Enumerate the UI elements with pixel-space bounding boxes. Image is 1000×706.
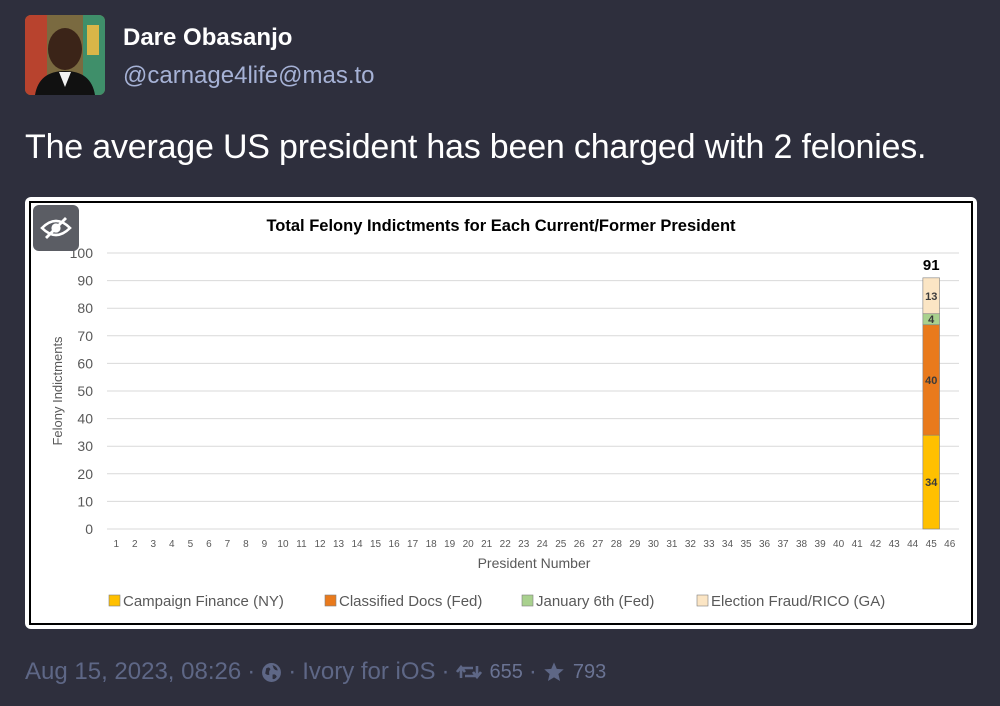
x-axis-title: President Number [478, 555, 591, 571]
x-tick-label: 24 [537, 539, 549, 550]
post-text: The average US president has been charge… [25, 128, 927, 166]
legend-label: January 6th (Fed) [536, 593, 654, 610]
x-tick-label: 6 [206, 539, 212, 550]
x-tick-label: 14 [351, 539, 363, 550]
x-tick-label: 10 [277, 539, 289, 550]
x-tick-label: 8 [243, 539, 249, 550]
bar-data-label: 34 [925, 477, 938, 489]
x-tick-label: 41 [852, 539, 864, 550]
x-tick-label: 35 [740, 539, 752, 550]
client-name[interactable]: Ivory for iOS [302, 658, 436, 685]
x-tick-label: 23 [518, 539, 530, 550]
x-tick-label: 40 [833, 539, 845, 550]
x-tick-label: 45 [926, 539, 938, 550]
eye-slash-icon [40, 217, 72, 239]
x-tick-label: 46 [944, 539, 956, 550]
chart-frame [29, 201, 973, 625]
x-tick-label: 12 [314, 539, 326, 550]
chart-title: Total Felony Indictments for Each Curren… [266, 217, 736, 235]
x-tick-label: 21 [481, 539, 493, 550]
x-tick-label: 30 [648, 539, 660, 550]
x-tick-label: 25 [555, 539, 567, 550]
post-date[interactable]: Aug 15, 2023, 08:26 [25, 658, 242, 685]
legend-swatch [696, 594, 709, 607]
legend-label: Election Fraud/RICO (GA) [711, 593, 885, 610]
x-tick-label: 39 [815, 539, 827, 550]
x-tick-label: 34 [722, 539, 734, 550]
x-tick-label: 5 [188, 539, 194, 550]
media-attachment[interactable]: Total Felony Indictments for Each Curren… [25, 197, 977, 629]
x-tick-label: 42 [870, 539, 882, 550]
separator: · [247, 658, 256, 685]
legend-label: Campaign Finance (NY) [123, 593, 284, 610]
x-tick-label: 4 [169, 539, 175, 550]
x-tick-label: 37 [777, 539, 789, 550]
legend-swatch [521, 594, 534, 607]
x-tick-label: 11 [296, 539, 307, 550]
x-tick-label: 38 [796, 539, 808, 550]
boost-count: 655 [489, 660, 523, 683]
author-display-name[interactable]: Dare Obasanjo [123, 24, 293, 51]
retweet-icon[interactable] [455, 662, 482, 682]
bar-data-label: 4 [928, 314, 935, 326]
x-tick-label: 13 [333, 539, 345, 550]
x-tick-label: 22 [500, 539, 512, 550]
x-tick-label: 17 [407, 539, 419, 550]
bar-data-label: 40 [925, 375, 937, 387]
avatar[interactable] [25, 15, 105, 95]
y-tick-label: 80 [77, 300, 93, 316]
separator: · [288, 658, 297, 685]
x-tick-label: 1 [113, 539, 119, 550]
y-tick-label: 40 [77, 411, 93, 427]
hide-media-button[interactable] [33, 205, 79, 251]
favourite-count: 793 [572, 660, 607, 683]
bar-total-label: 91 [923, 257, 940, 274]
x-tick-label: 9 [262, 539, 268, 550]
y-tick-label: 0 [85, 521, 93, 537]
x-tick-label: 15 [370, 539, 382, 550]
x-tick-label: 28 [611, 539, 623, 550]
x-tick-label: 36 [759, 539, 771, 550]
y-tick-label: 50 [77, 383, 93, 399]
y-tick-label: 30 [77, 438, 93, 454]
x-tick-label: 29 [629, 539, 641, 550]
felony-chart: Total Felony Indictments for Each Curren… [50, 217, 959, 610]
separator: · [528, 658, 537, 685]
x-tick-label: 43 [889, 539, 901, 550]
separator: · [441, 658, 450, 685]
legend-swatch [324, 594, 337, 607]
x-tick-label: 7 [225, 539, 231, 550]
author-handle[interactable]: @carnage4life@mas.to [123, 62, 375, 89]
x-tick-label: 18 [426, 539, 438, 550]
y-axis-title: Felony Indictments [50, 336, 65, 446]
globe-icon [262, 662, 282, 682]
y-tick-label: 70 [77, 328, 93, 344]
star-icon[interactable] [543, 661, 565, 683]
legend-label: Classified Docs (Fed) [339, 593, 482, 610]
x-tick-label: 16 [389, 539, 401, 550]
x-tick-label: 26 [574, 539, 586, 550]
bar-segment [922, 277, 940, 315]
x-tick-label: 19 [444, 539, 456, 550]
x-tick-label: 27 [592, 539, 604, 550]
y-tick-label: 10 [77, 493, 93, 509]
post-meta: Aug 15, 2023, 08:26 · · Ivory for iOS · … [25, 658, 606, 686]
x-tick-label: 2 [132, 539, 138, 550]
x-tick-label: 44 [907, 539, 919, 550]
x-tick-label: 3 [151, 539, 157, 550]
x-tick-label: 32 [685, 539, 697, 550]
y-tick-label: 20 [77, 466, 93, 482]
y-tick-label: 60 [77, 355, 93, 371]
y-tick-label: 90 [77, 273, 93, 289]
legend-swatch [108, 594, 121, 607]
bar-data-label: 13 [925, 291, 937, 303]
x-tick-label: 31 [666, 539, 678, 550]
x-tick-label: 20 [463, 539, 475, 550]
x-tick-label: 33 [703, 539, 715, 550]
